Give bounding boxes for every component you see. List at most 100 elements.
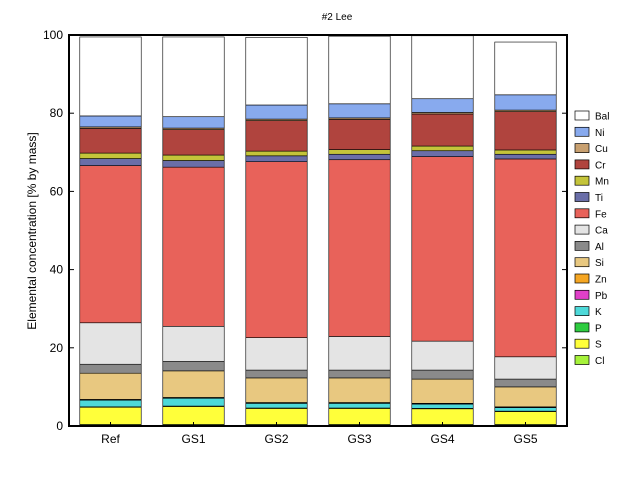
bar-segment-cr-gs3 <box>328 119 391 150</box>
bar-segment-mn-gs2 <box>245 150 308 157</box>
bar-segment-cr-gs2 <box>245 120 308 152</box>
bar-segment-bal-gs1 <box>162 36 225 118</box>
legend-label-k: K <box>595 307 602 318</box>
legend-label-al: Al <box>595 242 604 253</box>
bar-segment-fe-ref <box>79 165 142 324</box>
legend-label-fe: Fe <box>595 209 607 220</box>
bar-segment-al-gs4 <box>411 369 474 380</box>
legend-swatch-fe <box>574 208 590 219</box>
bar-segment-fe-gs3 <box>328 159 391 337</box>
y-tick-label: 20 <box>50 341 64 355</box>
bar-segment-ni-gs3 <box>328 103 391 119</box>
chart-title: #2 Lee <box>322 12 353 23</box>
bar-segment-ni-gs5 <box>494 94 557 111</box>
legend-label-bal: Bal <box>595 112 609 123</box>
y-tick-label: 0 <box>56 419 63 433</box>
y-tick-label: 60 <box>50 184 64 198</box>
bar-segment-k-gs4 <box>411 403 474 409</box>
legend-swatch-p <box>574 322 590 333</box>
legend-label-ni: Ni <box>595 128 604 139</box>
bar-segment-bal-gs3 <box>328 35 391 105</box>
bar-segment-ti-gs5 <box>494 153 557 160</box>
legend-swatch-s <box>574 338 590 349</box>
legend-label-cl: Cl <box>595 356 604 367</box>
bar-segment-ca-gs3 <box>328 336 391 371</box>
bar-segment-bal-gs4 <box>411 35 474 100</box>
legend-swatch-zn <box>574 273 590 284</box>
bar-segment-k-gs3 <box>328 403 391 409</box>
legend-label-p: P <box>595 323 602 334</box>
bar-segment-si-ref <box>79 372 142 400</box>
bar-segment-ni-ref <box>79 115 142 128</box>
legend-label-cu: Cu <box>595 144 608 155</box>
bar-segment-bal-gs5 <box>494 41 557 96</box>
bar-segment-ca-gs1 <box>162 325 225 362</box>
legend-swatch-al <box>574 241 590 251</box>
legend-swatch-bal <box>574 110 590 121</box>
bar-segment-mn-ref <box>79 152 142 159</box>
bar-segment-fe-gs5 <box>494 158 557 358</box>
legend-label-cr: Cr <box>595 160 606 171</box>
bar-segment-mn-gs1 <box>162 154 225 161</box>
bar-segment-ti-gs4 <box>411 150 474 157</box>
x-tick-label: GS4 <box>430 432 454 446</box>
legend-label-pb: Pb <box>595 291 608 302</box>
bar-segment-s-gs1 <box>162 406 225 425</box>
legend-swatch-ti <box>574 192 590 202</box>
legend: Bal Ni Cu Cr Mn Ti Fe Ca Al Si Zn Pb KPS Cl <box>574 110 609 367</box>
bar-segment-mn-gs4 <box>411 145 474 152</box>
bar-segment-al-gs2 <box>245 369 308 379</box>
bar-segment-mn-gs5 <box>494 149 557 155</box>
bar-segment-fe-gs1 <box>162 166 225 327</box>
bar-segment-k-gs2 <box>245 403 308 409</box>
bar-segment-s-ref <box>79 406 142 425</box>
bar-segment-mn-gs3 <box>328 149 391 155</box>
bar-segment-k-ref <box>79 399 142 408</box>
bar-segment-al-gs1 <box>162 361 225 372</box>
bar-segment-ca-ref <box>79 322 142 365</box>
bar-segment-si-gs5 <box>494 386 557 408</box>
legend-label-zn: Zn <box>595 275 607 286</box>
bar-segment-cr-gs1 <box>162 129 225 156</box>
legend-swatch-k <box>574 306 590 316</box>
x-tick-label: GS2 <box>264 432 288 446</box>
bar-segment-ni-gs4 <box>411 98 474 113</box>
legend-label-si: Si <box>595 258 604 269</box>
x-tick-label: GS3 <box>347 432 371 446</box>
y-tick-label: 40 <box>50 263 64 277</box>
bar-segment-ca-gs4 <box>411 340 474 371</box>
legend-label-mn: Mn <box>595 177 609 188</box>
bar-segment-cr-ref <box>79 128 142 154</box>
bar-segment-si-gs1 <box>162 370 225 398</box>
legend-swatch-mn <box>574 175 590 186</box>
bar-segment-cr-gs4 <box>411 113 474 147</box>
axis-layer: Ref GS1 GS2 GS3 GS4 GS5 0 20 40 60 80 100 <box>43 28 568 446</box>
bar-segment-ca-gs5 <box>494 356 557 380</box>
bar-segment-si-gs3 <box>328 377 391 403</box>
y-tick-label: 100 <box>43 28 63 42</box>
bar-segment-k-gs5 <box>494 407 557 412</box>
bar-segment-ti-gs1 <box>162 160 225 168</box>
bars-layer <box>79 35 557 427</box>
bar-segment-al-gs5 <box>494 378 557 388</box>
bar-segment-bal-gs2 <box>245 37 308 106</box>
bar-segment-ni-gs1 <box>162 116 225 129</box>
bar-segment-al-ref <box>79 363 142 374</box>
bar-segment-ti-ref <box>79 158 142 166</box>
legend-swatch-pb <box>574 289 590 300</box>
x-tick-label: GS5 <box>513 432 537 446</box>
bar-segment-bal-ref <box>79 36 142 117</box>
legend-swatch-cu <box>574 143 590 153</box>
bar-segment-si-gs2 <box>245 377 308 403</box>
bar-segment-fe-gs4 <box>411 156 474 342</box>
legend-swatch-si <box>574 257 590 268</box>
y-tick-label: 80 <box>50 106 64 120</box>
legend-label-ti: Ti <box>595 193 603 204</box>
legend-swatch-cl <box>574 355 590 365</box>
x-tick-label: Ref <box>101 432 120 446</box>
legend-swatch-ni <box>574 126 590 137</box>
bar-segment-ti-gs2 <box>245 155 308 162</box>
legend-swatch-ca <box>574 224 590 235</box>
bar-segment-k-gs1 <box>162 397 225 407</box>
